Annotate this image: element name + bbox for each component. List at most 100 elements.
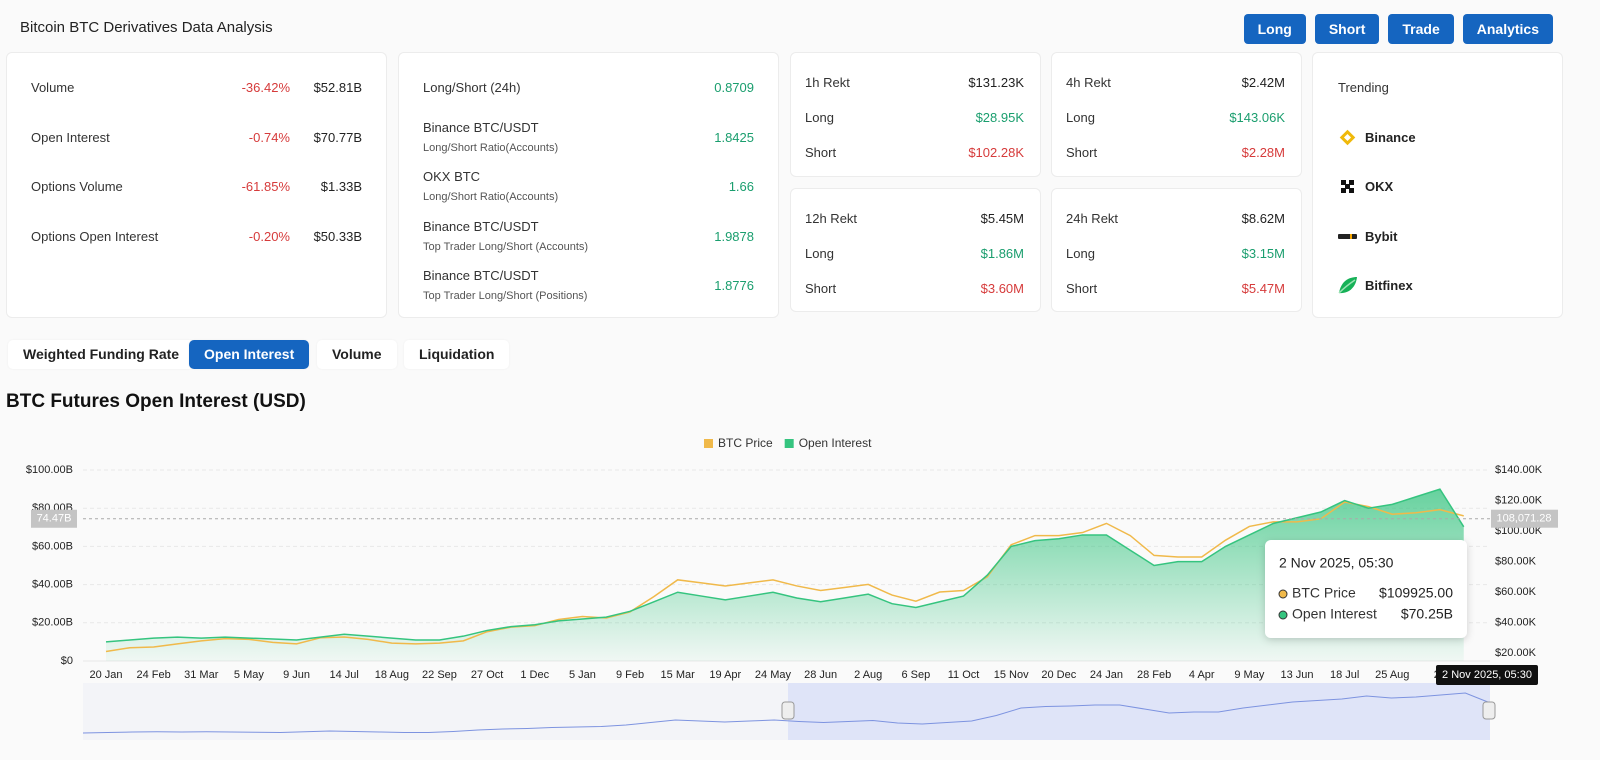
rekt-short: $3.60M <box>980 281 1024 296</box>
rekt-short: $102.28K <box>968 145 1024 160</box>
rekt-total: $8.62M <box>1241 211 1285 226</box>
header-button[interactable]: Short <box>1314 14 1380 44</box>
ratio-value: 1.8776 <box>714 278 754 293</box>
crosshair-x-box <box>1436 665 1538 685</box>
rekt-short-label: Short <box>805 145 837 160</box>
navigator-window <box>788 683 1490 740</box>
exchange-icon <box>1337 127 1359 149</box>
series-line <box>105 488 1465 643</box>
page-title: Bitcoin BTC Derivatives Data Analysis <box>20 19 273 36</box>
exchange-name[interactable]: Binance <box>1365 130 1416 145</box>
header-button[interactable]: Long <box>1243 14 1306 44</box>
ratio-sublabel: Top Trader Long/Short (Accounts) <box>423 241 589 253</box>
x-tick-label: 5 May <box>234 669 264 681</box>
x-tick-label: 24 Jan <box>1090 669 1123 681</box>
metric-label: Volume <box>31 80 75 95</box>
rekt-short-label: Short <box>1066 145 1098 160</box>
crosshair-y2-label: 108,071.28 <box>1496 513 1551 525</box>
tab[interactable]: Open Interest <box>189 340 310 369</box>
rekt-title: 4h Rekt <box>1066 75 1111 90</box>
rekt-long: $28.95K <box>975 110 1024 125</box>
tooltip-title: 2 Nov 2025, 05:30 <box>1279 555 1394 571</box>
rekt-card: 4h Rekt $2.42M Long $143.06K Short $2.28M <box>1051 52 1302 177</box>
x-tick-label: 9 Jun <box>283 669 310 681</box>
exchange-logo <box>1339 129 1356 146</box>
legend-swatch <box>704 439 713 448</box>
navigator-line <box>82 692 1491 734</box>
metric-label: Options Open Interest <box>31 229 159 244</box>
exchange-name[interactable]: Bybit <box>1365 229 1398 244</box>
tooltip-value: $109925.00 <box>1379 585 1453 601</box>
x-tick-label: 6 Sep <box>902 669 931 681</box>
tooltip-series: BTC Price <box>1292 585 1356 601</box>
rekt-long: $1.86M <box>980 246 1024 261</box>
exchange-icon <box>1337 176 1359 198</box>
crosshair-y-box <box>31 509 77 528</box>
ratio-sublabel: Long/Short Ratio(Accounts) <box>423 142 559 154</box>
x-tick-label: 9 Feb <box>616 669 644 681</box>
y-tick-label: $40.00B <box>32 579 73 591</box>
metric-change: -61.85% <box>241 179 290 194</box>
tooltip-box <box>1265 540 1467 638</box>
ratio-value: 1.9878 <box>714 229 754 244</box>
x-tick-label: 4 Apr <box>1189 669 1215 681</box>
rekt-long-label: Long <box>1066 110 1095 125</box>
y2-tick-label: $80.00K <box>1495 555 1537 567</box>
navigator-handle[interactable] <box>781 701 795 720</box>
x-tick-label: 28 Jun <box>804 669 837 681</box>
exchange-icon <box>1337 275 1359 297</box>
header-button[interactable]: Analytics <box>1462 14 1553 44</box>
header-button[interactable]: Trade <box>1388 14 1454 44</box>
y2-tick-label: $120.00K <box>1495 494 1543 506</box>
ratio-value: 1.66 <box>728 179 754 194</box>
y2-tick-label: $60.00K <box>1495 586 1537 598</box>
rekt-title: 1h Rekt <box>805 75 850 90</box>
rekt-long: $143.06K <box>1229 110 1285 125</box>
exchange-name[interactable]: OKX <box>1365 179 1394 194</box>
tooltip-dot <box>1278 589 1288 599</box>
x-tick-label: 18 Jul <box>1330 669 1359 681</box>
tab[interactable]: Liquidation <box>404 340 510 369</box>
x-tick-label: 2 Aug <box>854 669 882 681</box>
x-tick-label: 9 May <box>1234 669 1264 681</box>
ratio-label: OKX BTC <box>423 169 481 184</box>
ratio-value: 1.8425 <box>714 130 754 145</box>
x-tick-label: 1 Dec <box>520 669 549 681</box>
exchange-name[interactable]: Bitfinex <box>1365 278 1413 293</box>
rekt-short-label: Short <box>1066 281 1098 296</box>
rekt-card: 24h Rekt $8.62M Long $3.15M Short $5.47M <box>1051 188 1302 312</box>
ratio-sublabel: Top Trader Long/Short (Positions) <box>423 290 588 302</box>
tab[interactable]: Weighted Funding Rate <box>8 340 195 369</box>
rekt-short-label: Short <box>805 281 837 296</box>
x-tick-label: 31 Mar <box>184 669 219 681</box>
rekt-card: 1h Rekt $131.23K Long $28.95K Short $102.28K <box>790 52 1041 177</box>
metric-label: Options Volume <box>31 179 123 194</box>
x-tick-label: 11 Oct <box>948 669 980 681</box>
rekt-title: 12h Rekt <box>805 211 858 226</box>
metric-change: -0.20% <box>248 229 290 244</box>
x-tick-label: 14 Jul <box>330 669 359 681</box>
overview-card: Volume -36.42% $52.81B Open Interest -0.74% $… <box>6 52 387 318</box>
x-tick-label: 24 Feb <box>137 669 171 681</box>
exchange-logo <box>1338 277 1357 294</box>
navigator-handle[interactable] <box>1482 701 1496 720</box>
ratio-label: Long/Short (24h) <box>423 80 521 95</box>
metric-value: $50.33B <box>313 229 362 244</box>
x-tick-label: 24 May <box>755 669 792 681</box>
x-tick-label: 18 Aug <box>375 669 409 681</box>
x-tick-label: 15 Mar <box>661 669 696 681</box>
y2-tick-label: $20.00K <box>1495 647 1537 659</box>
x-tick-label: 13 Jun <box>1280 669 1313 681</box>
y-tick-label: $20.00B <box>32 617 73 629</box>
rekt-total: $5.45M <box>980 211 1024 226</box>
x-tick-label: 20 Jan <box>89 669 122 681</box>
rekt-long-label: Long <box>1066 246 1095 261</box>
x-tick-label: 19 Apr <box>709 669 741 681</box>
rekt-short: $2.28M <box>1241 145 1285 160</box>
legend-label: Open Interest <box>799 436 872 450</box>
x-tick-label: 28 Feb <box>1137 669 1171 681</box>
rekt-long-label: Long <box>805 110 834 125</box>
tab[interactable]: Volume <box>317 340 397 369</box>
